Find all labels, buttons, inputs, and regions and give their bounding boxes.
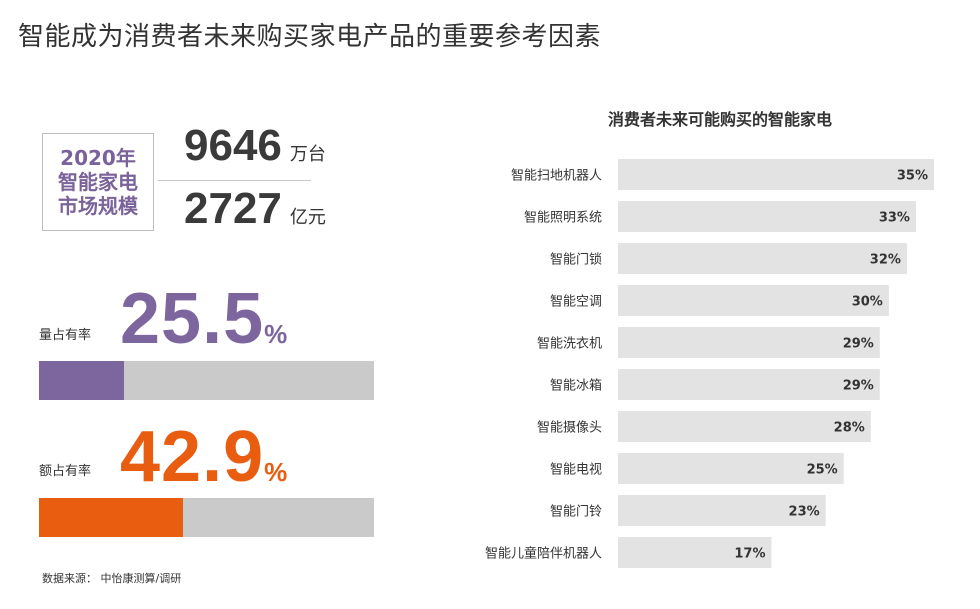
market-box-line-year: 2020年 bbox=[60, 146, 136, 170]
category-label: 智能照明系统 bbox=[524, 211, 602, 226]
market-revenue-unit: 亿元 bbox=[289, 207, 326, 228]
bar bbox=[618, 159, 934, 190]
bar bbox=[618, 201, 916, 232]
bar bbox=[618, 243, 907, 274]
bar bbox=[618, 327, 880, 358]
page-title: 智能成为消费者未来购买家电产品的重要参考因素 bbox=[18, 22, 602, 52]
bar-value-label: 30% bbox=[852, 295, 883, 310]
revenue-share-bar bbox=[39, 498, 374, 537]
market-revenue-value: 2727 bbox=[184, 184, 282, 233]
bar-value-label: 23% bbox=[789, 505, 820, 520]
category-label: 智能摄像头 bbox=[537, 421, 602, 436]
data-source-note: 数据来源： 中怡康测算/调研 bbox=[42, 572, 182, 585]
revenue-share-label: 额占有率 bbox=[39, 464, 92, 479]
revenue-share-percent-sign: % bbox=[264, 457, 288, 487]
revenue-share-number: 42.9 bbox=[120, 417, 265, 497]
bar bbox=[618, 453, 844, 484]
bar-value-label: 33% bbox=[879, 211, 910, 226]
market-divider bbox=[158, 180, 311, 181]
chart-title: 消费者未来可能购买的智能家电 bbox=[607, 110, 832, 129]
volume-share-label: 量占有率 bbox=[39, 328, 92, 343]
bar-value-label: 28% bbox=[834, 421, 865, 436]
bar bbox=[618, 285, 889, 316]
category-label: 智能电视 bbox=[550, 463, 602, 478]
market-units: 9646 万台 bbox=[184, 121, 326, 171]
revenue-share-bar-fill bbox=[39, 498, 183, 537]
market-box-line-metric: 市场规模 bbox=[58, 194, 138, 218]
category-label: 智能扫地机器人 bbox=[511, 169, 602, 184]
volume-share-percent-sign: % bbox=[264, 319, 288, 349]
volume-share-value: 25.5% bbox=[120, 278, 287, 360]
market-revenue: 2727 亿元 bbox=[184, 184, 326, 234]
category-label: 智能门铃 bbox=[550, 505, 602, 520]
category-label: 智能空调 bbox=[550, 295, 602, 310]
bar bbox=[618, 495, 826, 526]
revenue-share-value: 42.9% bbox=[120, 416, 287, 498]
market-box-line-category: 智能家电 bbox=[58, 170, 138, 194]
market-size-box: 2020年 智能家电 市场规模 bbox=[42, 133, 154, 231]
bar bbox=[618, 411, 871, 442]
bar-value-label: 25% bbox=[807, 463, 838, 478]
smart-appliance-bar-chart: 智能扫地机器人 35% 智能照明系统 33% 智能门锁 32% 智能空调 30% 智能洗衣机 29… bbox=[485, 159, 934, 568]
bar-value-label: 29% bbox=[843, 379, 874, 394]
bar-value-label: 32% bbox=[870, 253, 901, 268]
market-units-unit: 万台 bbox=[289, 144, 326, 165]
volume-share-bar bbox=[39, 361, 374, 400]
category-label: 智能洗衣机 bbox=[537, 336, 602, 352]
category-label: 智能门锁 bbox=[550, 252, 602, 268]
category-label: 智能冰箱 bbox=[550, 378, 602, 394]
category-label: 智能儿童陪伴机器人 bbox=[485, 546, 602, 562]
bar-value-label: 17% bbox=[734, 547, 765, 562]
volume-share-bar-fill bbox=[39, 361, 125, 400]
volume-share-number: 25.5 bbox=[120, 279, 265, 359]
market-units-value: 9646 bbox=[184, 121, 282, 170]
bar bbox=[618, 537, 772, 568]
bar-value-label: 35% bbox=[897, 169, 928, 184]
bar bbox=[618, 369, 880, 400]
bar-value-label: 29% bbox=[843, 337, 874, 352]
